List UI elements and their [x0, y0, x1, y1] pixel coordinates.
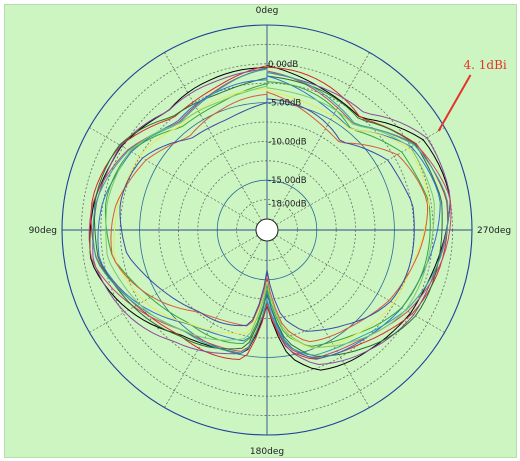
series-line-9 [92, 68, 449, 356]
gain-annotation: 4. 1dBi [437, 58, 507, 132]
grid-spoke [164, 239, 262, 408]
grid-spoke [89, 127, 258, 225]
center-hole [255, 218, 279, 242]
angle-label-0: 0deg [256, 6, 279, 16]
grid-spoke [276, 235, 445, 333]
annotation-leader-line [437, 74, 472, 132]
series-line-11 [110, 91, 428, 343]
radial-tick-label: -5.00dB [268, 99, 301, 109]
series-line-10 [105, 85, 435, 348]
series-line-1 [89, 64, 451, 371]
grid-spoke [272, 52, 370, 221]
angle-label-270: 270deg [477, 226, 511, 236]
grid-spoke [89, 235, 258, 333]
axis-labels: 0deg 90deg 180deg 270deg 0.00dB -5.00dB -10.00… [29, 6, 512, 457]
radial-tick-label: -10.00dB [268, 137, 307, 147]
annotation-label: 4. 1dBi [464, 58, 507, 72]
angle-label-180: 180deg [250, 447, 284, 457]
polar-grid [61, 24, 473, 436]
grid-spoke [272, 239, 370, 408]
pattern-curves [88, 64, 452, 371]
angle-label-90: 90deg [29, 226, 57, 236]
radial-tick-label: -15.00dB [268, 176, 307, 186]
grid-spoke [164, 52, 262, 221]
series-line-12 [119, 98, 415, 332]
radial-tick-label: 0.00dB [268, 60, 298, 70]
radial-tick-label: -18.00dB [268, 200, 307, 210]
